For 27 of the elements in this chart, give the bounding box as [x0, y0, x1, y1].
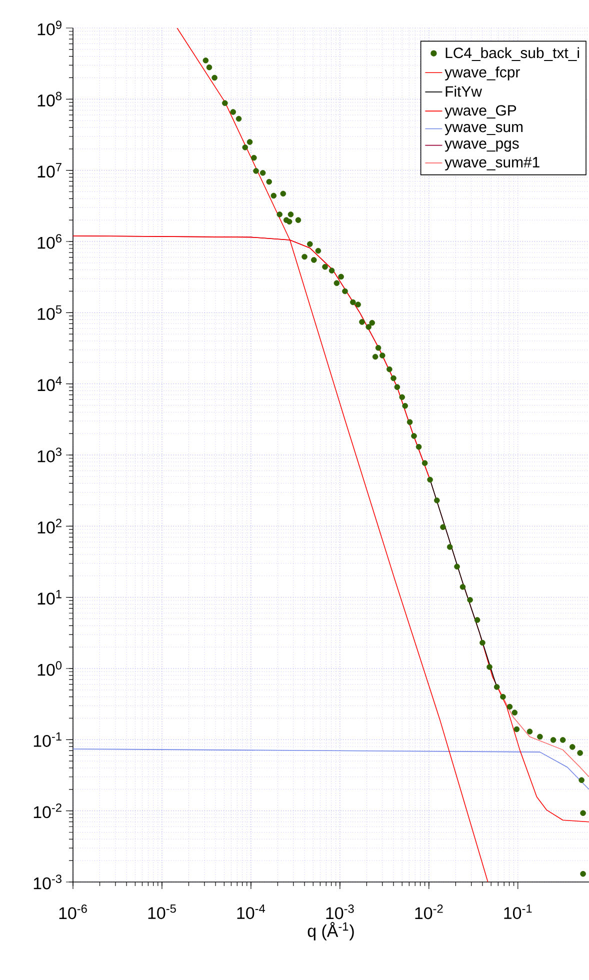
y-tick-label: 10$^{-2}$: [34, 803, 62, 818]
y-tick-label: 10$^{3}$: [38, 448, 62, 462]
y-tick-label: 10$^{4}$: [38, 376, 62, 392]
legend-label: FitYw: [446, 86, 482, 97]
y-tick-label: 10$^{9}$: [38, 20, 62, 36]
legend-label: ywave_fcpr: [444, 66, 520, 80]
x-tick-label: 10$^{-3}$: [326, 904, 354, 920]
legend-label: ywave_pgs: [444, 140, 519, 152]
x-tick-label: 10$^{-1}$: [504, 904, 532, 920]
x-axis-title: q (Å$^{-1}$): [308, 922, 354, 940]
y-tick-label: 10$^{1}$: [38, 590, 62, 605]
y-tick-label: 10$^{2}$: [38, 518, 62, 534]
x-tick-label: 10$^{-5}$: [148, 904, 176, 920]
y-tick-label: 10$^{-1}$: [34, 732, 62, 747]
y-tick-label: 10$^{7}$: [38, 163, 62, 178]
x-tick-label: 10$^{-6}$: [59, 904, 87, 920]
y-tick-label: 10$^{6}$: [38, 234, 62, 249]
legend-label: LC4_back_sub_txt_i: [446, 47, 579, 61]
x-tick-label: 10$^{-4}$: [237, 904, 266, 920]
legend-label: ywave_sum#1: [444, 157, 540, 170]
y-tick-label: 10$^{8}$: [38, 92, 62, 107]
legend-label: ywave_GP: [444, 105, 516, 119]
y-tick-label: 10$^{0}$: [38, 661, 62, 676]
y-tick-label: 10$^{-3}$: [34, 874, 62, 890]
x-tick-label: 10$^{-2}$: [415, 904, 443, 920]
y-tick-label: 10$^{5}$: [38, 305, 62, 320]
legend-label: ywave_sum: [444, 124, 522, 136]
